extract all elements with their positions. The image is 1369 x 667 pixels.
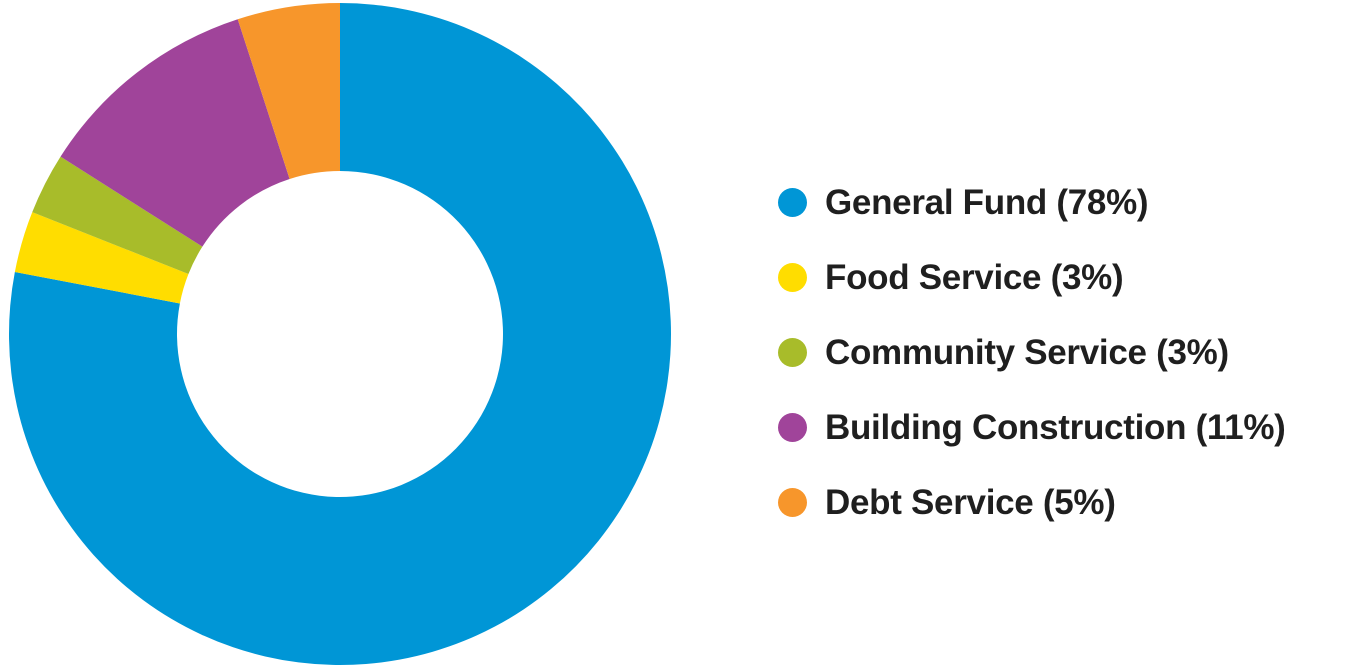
donut-chart-plot bbox=[9, 3, 672, 665]
slice-general-fund bbox=[9, 3, 672, 665]
chart-legend: General Fund (78%) Food Service (3%) Com… bbox=[778, 165, 1286, 540]
slice-building-construction bbox=[60, 19, 290, 247]
legend-item-general-fund: General Fund (78%) bbox=[778, 165, 1286, 240]
legend-swatch-building-construction bbox=[778, 413, 807, 442]
legend-item-building-construction: Building Construction (11%) bbox=[778, 390, 1286, 465]
legend-swatch-general-fund bbox=[778, 188, 807, 217]
legend-label-debt-service: Debt Service (5%) bbox=[825, 482, 1116, 522]
legend-label-community-service: Community Service (3%) bbox=[825, 332, 1229, 372]
slice-debt-service bbox=[237, 3, 340, 179]
legend-swatch-community-service bbox=[778, 338, 807, 367]
legend-item-debt-service: Debt Service (5%) bbox=[778, 465, 1286, 540]
legend-label-general-fund: General Fund (78%) bbox=[825, 182, 1149, 222]
legend-item-community-service: Community Service (3%) bbox=[778, 315, 1286, 390]
slice-community-service bbox=[32, 156, 203, 274]
legend-swatch-food-service bbox=[778, 263, 807, 292]
legend-label-food-service: Food Service (3%) bbox=[825, 257, 1124, 297]
legend-item-food-service: Food Service (3%) bbox=[778, 240, 1286, 315]
slice-food-service bbox=[14, 212, 189, 304]
legend-swatch-debt-service bbox=[778, 488, 807, 517]
legend-label-building-construction: Building Construction (11%) bbox=[825, 407, 1286, 447]
